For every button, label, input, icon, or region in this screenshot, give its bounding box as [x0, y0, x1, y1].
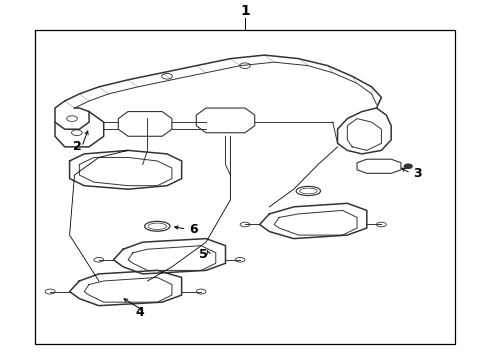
Text: 5: 5	[199, 248, 208, 261]
Text: 3: 3	[414, 167, 422, 180]
Ellipse shape	[404, 164, 412, 168]
Text: 4: 4	[136, 306, 145, 319]
Text: 2: 2	[73, 140, 81, 153]
Text: 6: 6	[190, 223, 198, 236]
Text: 1: 1	[240, 4, 250, 18]
